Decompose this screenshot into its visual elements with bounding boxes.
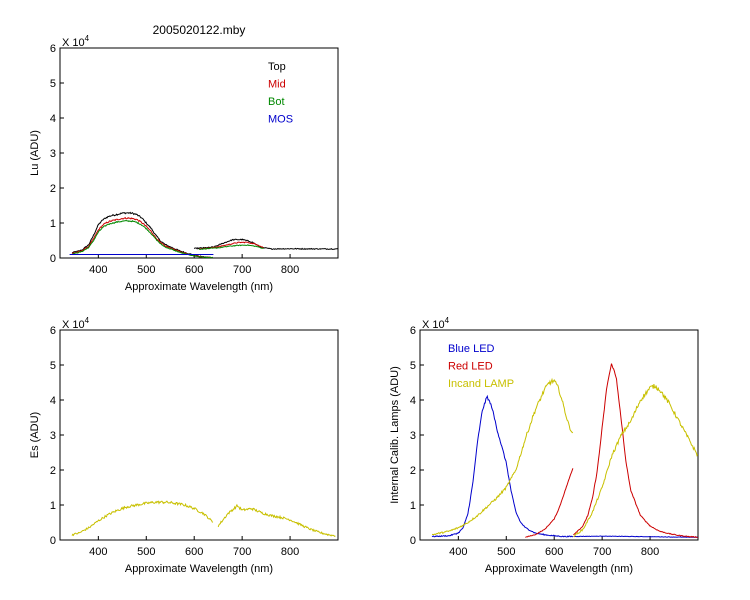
x-tick-label: 700 <box>233 546 251 558</box>
y-tick-label: 5 <box>50 360 56 372</box>
x-tick-label: 800 <box>281 264 299 276</box>
y-tick-label: 2 <box>50 465 56 477</box>
y-tick-label: 6 <box>50 43 56 55</box>
chart-lu: 400 500 600 700 800 0 1 2 3 4 5 6 X 104 Approximate W… <box>29 34 339 293</box>
x-tick-label: 700 <box>593 546 611 558</box>
y-tick-label: 6 <box>50 325 56 337</box>
series-line <box>217 503 336 538</box>
y-exponent-label: X 104 <box>62 34 90 49</box>
series-line-incand-lamp <box>431 377 574 536</box>
y-tick-label: 0 <box>50 253 56 265</box>
y-tick-label: 1 <box>410 500 416 512</box>
x-tick-label: 500 <box>137 546 155 558</box>
legend-entry: Top <box>268 61 286 73</box>
y-tick-label: 3 <box>50 430 56 442</box>
legend-entry: Red LED <box>448 361 493 373</box>
legend-entry: Blue LED <box>448 343 495 355</box>
series-line-top <box>71 211 213 258</box>
series-line <box>573 535 698 538</box>
y-axis-label: Internal Calib. Lamps (ADU) <box>389 366 401 504</box>
legend-entry: Mid <box>268 79 286 91</box>
series-line <box>573 384 698 538</box>
y-exponent-label: X 104 <box>62 316 90 331</box>
x-axis-label: Approximate Wavelength (nm) <box>125 281 273 293</box>
series-line <box>71 500 214 537</box>
series-line-red-led <box>525 468 574 538</box>
series-line <box>193 238 338 251</box>
legend-entry: Incand LAMP <box>448 378 514 390</box>
x-axis-label: Approximate Wavelength (nm) <box>485 563 633 575</box>
y-tick-label: 0 <box>410 535 416 547</box>
y-tick-label: 6 <box>410 325 416 337</box>
y-tick-label: 2 <box>50 183 56 195</box>
y-tick-label: 4 <box>50 113 56 125</box>
y-tick-label: 0 <box>50 535 56 547</box>
x-tick-label: 600 <box>545 546 563 558</box>
y-exponent-label: X 104 <box>422 316 450 331</box>
series-line-bot <box>71 219 214 258</box>
x-tick-label: 600 <box>185 546 203 558</box>
y-axis-label: Lu (ADU) <box>29 130 41 176</box>
x-tick-label: 400 <box>89 264 107 276</box>
legend-entry: MOS <box>268 114 293 126</box>
chart-lamps: 400 500 600 700 800 0 1 2 3 4 5 6 X 104 Approximate W… <box>389 316 699 575</box>
x-tick-label: 400 <box>449 546 467 558</box>
x-tick-label: 500 <box>137 264 155 276</box>
x-tick-label: 700 <box>233 264 251 276</box>
y-tick-label: 1 <box>50 500 56 512</box>
series-line-mid <box>71 216 213 258</box>
y-tick-label: 1 <box>50 218 56 230</box>
x-tick-label: 500 <box>497 546 515 558</box>
y-tick-label: 3 <box>410 430 416 442</box>
y-tick-label: 4 <box>50 395 56 407</box>
y-tick-label: 3 <box>50 148 56 160</box>
legend-entry: Bot <box>268 96 285 108</box>
y-tick-label: 5 <box>410 360 416 372</box>
x-tick-label: 400 <box>89 546 107 558</box>
x-axis-label: Approximate Wavelength (nm) <box>125 563 273 575</box>
x-tick-label: 800 <box>281 546 299 558</box>
plot-frame <box>59 329 339 541</box>
x-tick-label: 600 <box>185 264 203 276</box>
series-line <box>573 363 698 538</box>
series-line <box>198 244 264 250</box>
series-line-blue-led <box>431 394 574 538</box>
figure-title: 2005020122.mby <box>153 23 246 37</box>
y-tick-label: 4 <box>410 395 416 407</box>
x-tick-label: 800 <box>641 546 659 558</box>
y-tick-label: 5 <box>50 78 56 90</box>
chart-es: 400 500 600 700 800 0 1 2 3 4 5 6 X 104 Approximate W… <box>29 316 339 575</box>
y-tick-label: 2 <box>410 465 416 477</box>
y-axis-label: Es (ADU) <box>29 412 41 458</box>
